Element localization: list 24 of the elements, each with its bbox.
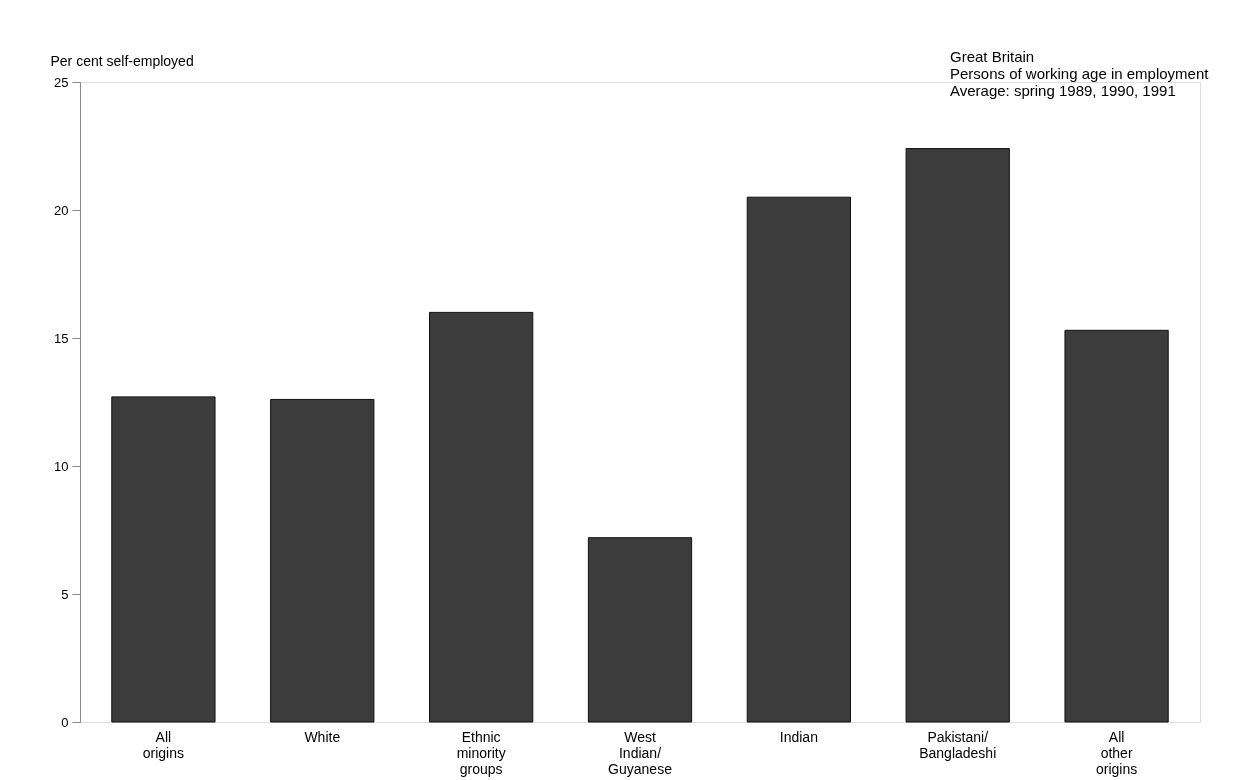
bar xyxy=(429,311,534,723)
y-tick-label: 25 xyxy=(54,74,69,90)
x-tick-label: West Indian/ Guyanese xyxy=(608,728,673,777)
x-tick-label: Ethnic minority groups xyxy=(456,728,506,777)
y-tick-label: 10 xyxy=(54,458,69,474)
bar xyxy=(270,398,375,723)
bar xyxy=(905,148,1010,723)
y-tick-label: 15 xyxy=(54,330,69,346)
text: Persons of working age in employment xyxy=(950,65,1210,82)
y-tick-label: 0 xyxy=(61,714,69,730)
x-tick-label: White xyxy=(304,728,341,745)
y-tick-label: 5 xyxy=(61,586,69,602)
annotation: Average: spring 1989, 1990, 1991 xyxy=(950,81,1176,99)
x-tick-label: All origins xyxy=(142,728,185,761)
y-tick-label: 20 xyxy=(54,202,69,218)
y-axis-title: Per cent self-employed xyxy=(50,52,194,69)
text: Great Britain xyxy=(950,48,1035,66)
bar xyxy=(1064,329,1169,723)
x-tick-label: Pakistani/ Bangladeshi xyxy=(919,728,997,761)
x-tick-label: All other origins xyxy=(1095,728,1138,777)
bar xyxy=(746,196,851,723)
bar xyxy=(111,396,216,723)
x-tick-label: Indian xyxy=(779,728,818,745)
bar xyxy=(587,537,693,723)
